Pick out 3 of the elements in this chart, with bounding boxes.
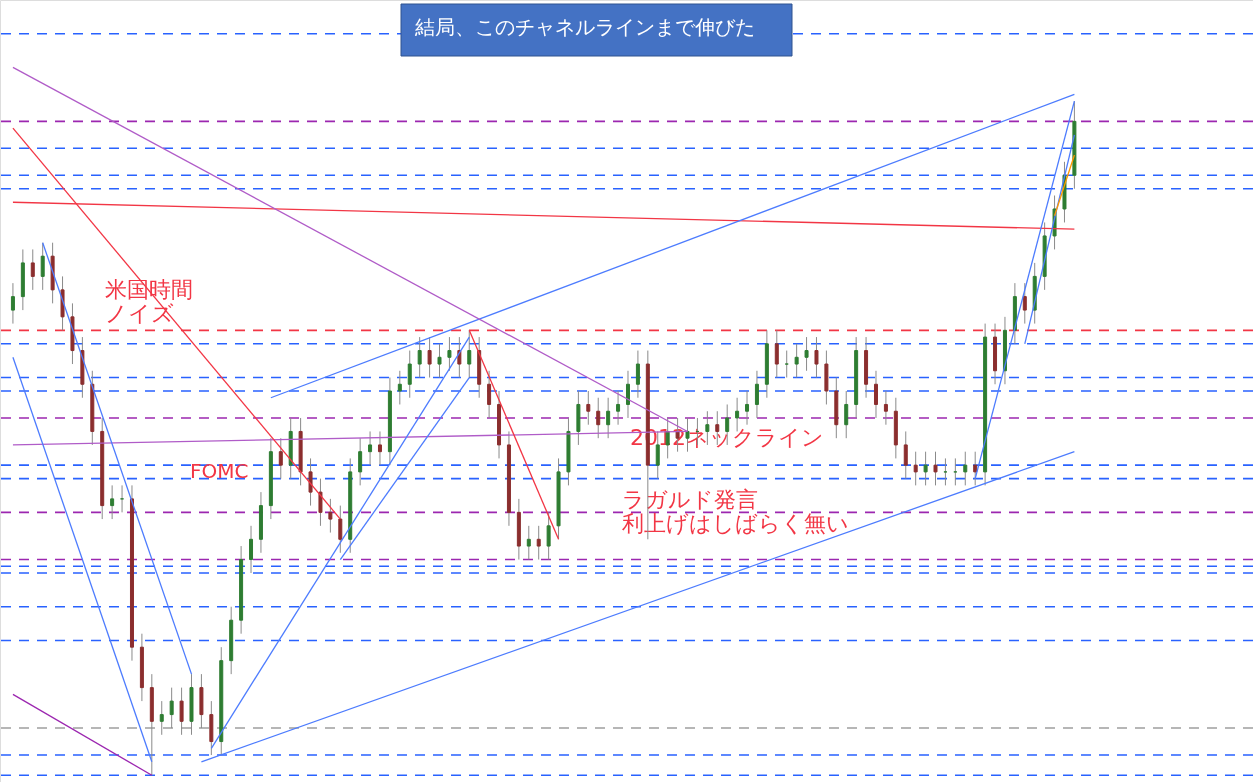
annotation: ラガルド発言利上げはしばらく無い xyxy=(622,487,849,536)
annotation: FOMC xyxy=(190,459,249,483)
text: 結局、このチャネルラインまで伸びた xyxy=(414,15,755,39)
